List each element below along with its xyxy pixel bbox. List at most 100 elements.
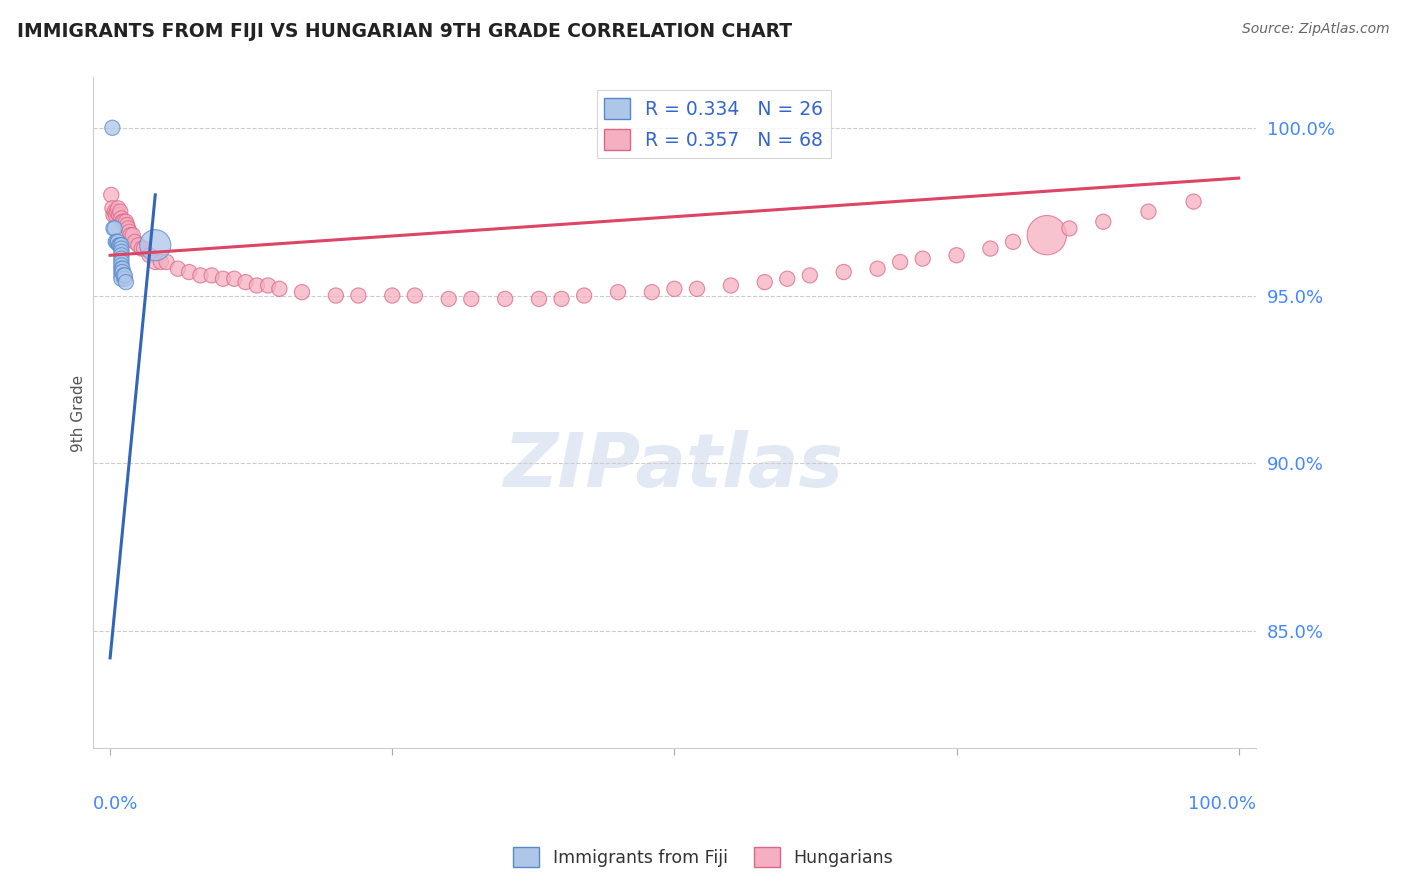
Point [866, 261, 889, 276]
Point [664, 282, 686, 296]
Point [124, 235, 146, 249]
Point [105, 204, 128, 219]
Text: Source: ZipAtlas.com: Source: ZipAtlas.com [1241, 22, 1389, 37]
Point [117, 221, 139, 235]
Point [104, 235, 127, 249]
Point [1092, 215, 1115, 229]
Point [460, 292, 482, 306]
Point [115, 275, 138, 289]
Point [110, 265, 132, 279]
Point [110, 272, 132, 286]
Point [138, 248, 160, 262]
Point [1137, 204, 1160, 219]
Point [110, 244, 132, 259]
Text: ZIPatlas: ZIPatlas [505, 430, 845, 503]
Text: IMMIGRANTS FROM FIJI VS HUNGARIAN 9TH GRADE CORRELATION CHART: IMMIGRANTS FROM FIJI VS HUNGARIAN 9TH GR… [17, 22, 792, 41]
Point [104, 221, 127, 235]
Point [550, 292, 572, 306]
Point [1001, 235, 1024, 249]
Point [291, 285, 314, 300]
Point [269, 282, 291, 296]
Point [114, 268, 136, 283]
Point [110, 258, 132, 272]
Point [607, 285, 630, 300]
Point [115, 215, 138, 229]
Point [799, 268, 821, 283]
Point [101, 202, 124, 216]
Point [107, 235, 129, 249]
Point [212, 272, 235, 286]
Point [110, 238, 132, 252]
Point [110, 211, 132, 226]
Point [201, 268, 224, 283]
Point [118, 225, 141, 239]
Point [235, 275, 257, 289]
Point [246, 278, 269, 293]
Point [111, 265, 134, 279]
Point [103, 221, 125, 235]
Point [572, 288, 595, 302]
Point [641, 285, 664, 300]
Point [107, 202, 129, 216]
Point [889, 255, 911, 269]
Point [114, 218, 136, 232]
Point [945, 248, 967, 262]
Point [979, 242, 1001, 256]
Point [121, 228, 143, 243]
Legend: Immigrants from Fiji, Hungarians: Immigrants from Fiji, Hungarians [506, 840, 900, 874]
Point [110, 238, 132, 252]
Point [325, 288, 347, 302]
Point [131, 242, 153, 256]
Point [1182, 194, 1205, 209]
Text: 100.0%: 100.0% [1188, 796, 1256, 814]
Point [1059, 221, 1081, 235]
Y-axis label: 9th Grade: 9th Grade [72, 375, 86, 451]
Text: 0.0%: 0.0% [93, 796, 139, 814]
Point [110, 261, 132, 276]
Point [143, 255, 166, 269]
Point [143, 238, 166, 252]
Point [110, 242, 132, 256]
Point [132, 242, 155, 256]
Point [115, 218, 138, 232]
Point [101, 120, 124, 135]
Point [754, 275, 776, 289]
Point [257, 278, 280, 293]
Point [112, 215, 135, 229]
Point [686, 282, 709, 296]
Point [110, 268, 132, 283]
Point [911, 252, 934, 266]
Point [108, 238, 131, 252]
Point [381, 288, 404, 302]
Point [110, 248, 132, 262]
Point [404, 288, 426, 302]
Point [527, 292, 550, 306]
Point [110, 252, 132, 266]
Point [103, 208, 125, 222]
Point [100, 187, 122, 202]
Point [110, 255, 132, 269]
Point [108, 208, 131, 222]
Point [114, 272, 136, 286]
Point [104, 204, 127, 219]
Point [1036, 228, 1059, 243]
Point [105, 235, 128, 249]
Point [149, 255, 172, 269]
Point [832, 265, 855, 279]
Point [120, 228, 142, 243]
Point [437, 292, 460, 306]
Point [166, 261, 188, 276]
Point [127, 238, 149, 252]
Point [347, 288, 370, 302]
Point [179, 265, 201, 279]
Point [720, 278, 742, 293]
Point [111, 261, 134, 276]
Point [494, 292, 516, 306]
Point [155, 255, 177, 269]
Point [104, 208, 127, 222]
Point [112, 268, 135, 283]
Point [776, 272, 799, 286]
Point [190, 268, 212, 283]
Point [111, 215, 134, 229]
Legend: R = 0.334   N = 26, R = 0.357   N = 68: R = 0.334 N = 26, R = 0.357 N = 68 [596, 90, 831, 158]
